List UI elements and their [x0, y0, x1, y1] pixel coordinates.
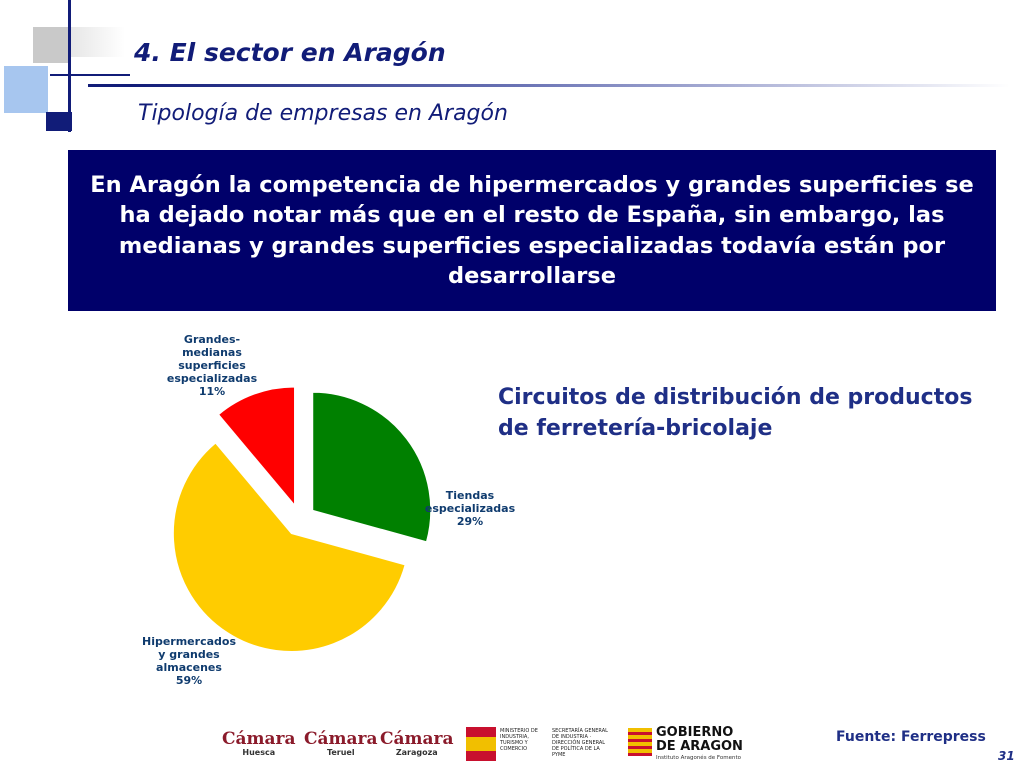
spain-shield-icon [466, 727, 496, 761]
gobierno-aragon-name: GOBIERNO DE ARAGON [656, 725, 743, 754]
pie-slice-2 [217, 386, 296, 507]
pie-slice-0 [312, 391, 432, 543]
camara-huesca-logo: Cámara Huesca [222, 730, 296, 757]
header-rule [130, 84, 1010, 87]
pie-slice-1 [172, 442, 406, 652]
chart-heading: Circuitos de distribución de productos d… [498, 385, 973, 441]
camara-teruel-logo: Cámara Teruel [304, 730, 378, 757]
gobierno-aragon-logo: GOBIERNO DE ARAGON Instituto Aragonés de… [628, 726, 746, 762]
gobierno-aragon-sub: Instituto Aragonés de Fomento [656, 755, 742, 761]
pie-slice-label-0: Tiendas especializadas 29% [425, 489, 516, 528]
summary-banner: En Aragón la competencia de hipermercado… [68, 150, 996, 311]
camara-huesca-name: Cámara [222, 729, 296, 749]
camara-huesca-sub: Huesca [242, 748, 276, 757]
pie-slice-label-2: Grandes-medianas superficies especializada… [167, 333, 258, 398]
page-title: 4. El sector en Aragón [134, 38, 446, 67]
camara-zaragoza-logo: Cámara Zaragoza [380, 730, 454, 757]
page-subtitle: Tipología de empresas en Aragón [138, 101, 508, 126]
summary-banner-text: En Aragón la competencia de hipermercado… [90, 171, 974, 290]
ministerio-sub: SECRETARÍA GENERAL DE INDUSTRIA · DIRECC… [552, 728, 608, 758]
ministerio-name: MINISTERIO DE INDUSTRIA, TURISMO Y COMER… [500, 728, 538, 752]
aragon-flag-icon [628, 728, 652, 756]
header-decoration [0, 0, 130, 135]
camara-teruel-name: Cámara [304, 729, 378, 749]
camara-teruel-sub: Teruel [326, 748, 355, 757]
source-note: Fuente: Ferrepress [836, 729, 986, 745]
camara-zaragoza-sub: Zaragoza [395, 748, 438, 757]
pie-slice-label-1: Hipermercados y grandes almacenes 59% [142, 635, 236, 687]
camara-zaragoza-name: Cámara [380, 729, 454, 749]
ministerio-logo: MINISTERIO DE INDUSTRIA, TURISMO Y COMER… [466, 727, 610, 761]
page-number: 31 [998, 749, 1015, 763]
